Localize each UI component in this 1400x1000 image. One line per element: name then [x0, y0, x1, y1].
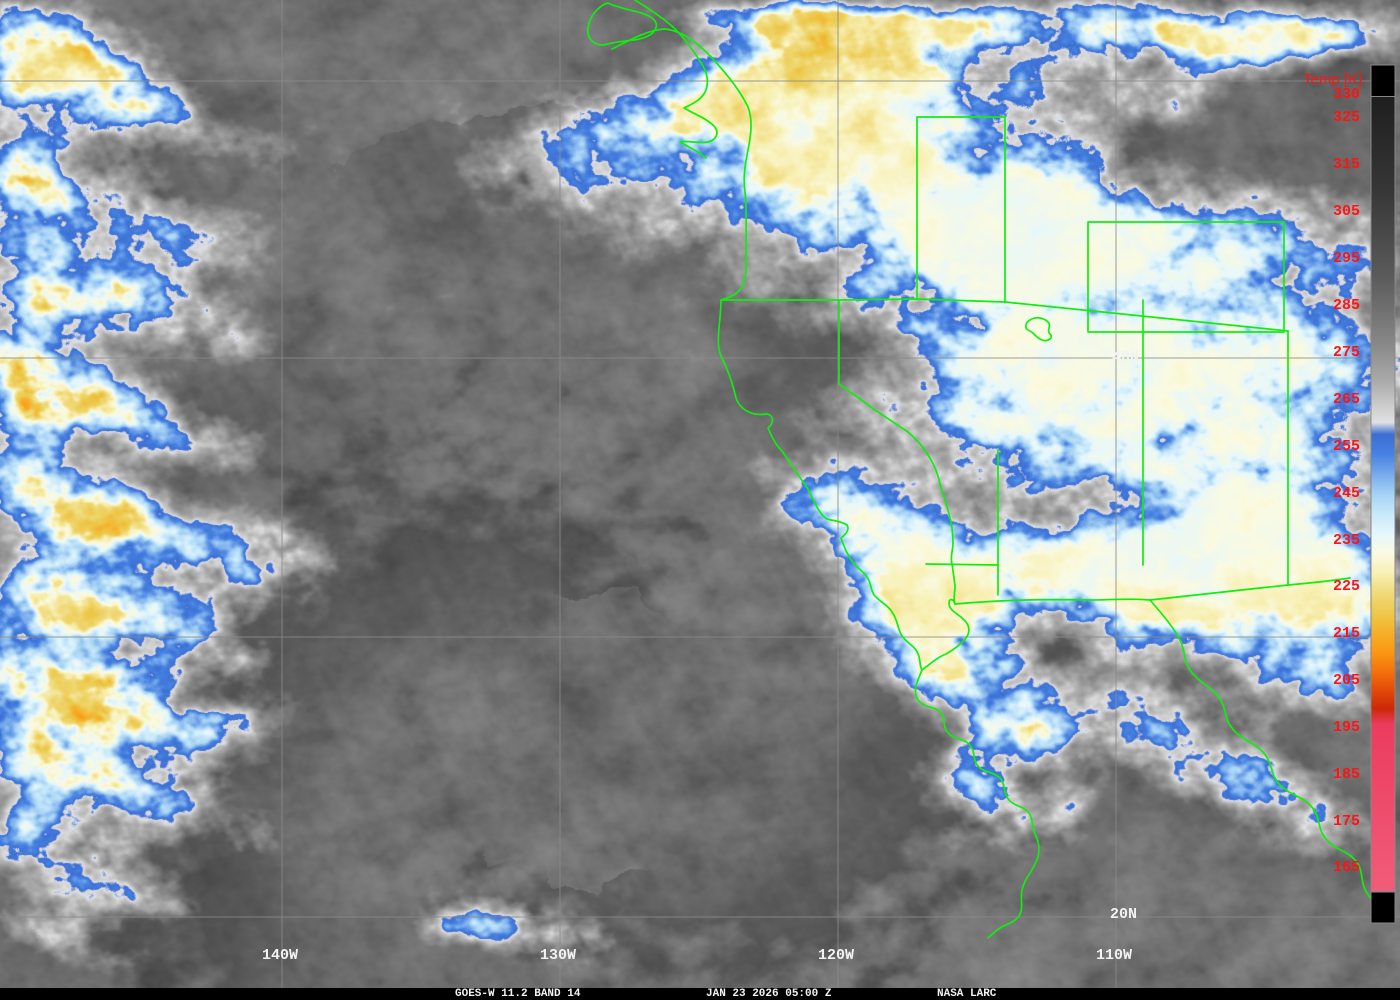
svg-text:130W: 130W	[540, 947, 576, 964]
svg-text:295: 295	[1333, 250, 1360, 267]
svg-text:235: 235	[1333, 532, 1360, 549]
svg-text:165: 165	[1333, 859, 1360, 876]
svg-text:110W: 110W	[1096, 947, 1132, 964]
svg-text:315: 315	[1333, 156, 1360, 173]
svg-text:305: 305	[1333, 203, 1360, 220]
svg-text:215: 215	[1333, 625, 1360, 642]
svg-text:330: 330	[1333, 86, 1360, 103]
svg-text:175: 175	[1333, 813, 1360, 830]
svg-text:285: 285	[1333, 297, 1360, 314]
svg-text:225: 225	[1333, 578, 1360, 595]
svg-text:20N: 20N	[1110, 906, 1137, 923]
svg-text:120W: 120W	[818, 947, 854, 964]
svg-text:325: 325	[1333, 109, 1360, 126]
svg-text:255: 255	[1333, 438, 1360, 455]
svg-text:205: 205	[1333, 672, 1360, 689]
svg-text:245: 245	[1333, 485, 1360, 502]
svg-text:265: 265	[1333, 391, 1360, 408]
svg-text:275: 275	[1333, 344, 1360, 361]
svg-text:40N: 40N	[1112, 349, 1139, 366]
svg-text:185: 185	[1333, 766, 1360, 783]
svg-text:195: 195	[1333, 719, 1360, 736]
svg-text:140W: 140W	[262, 947, 298, 964]
